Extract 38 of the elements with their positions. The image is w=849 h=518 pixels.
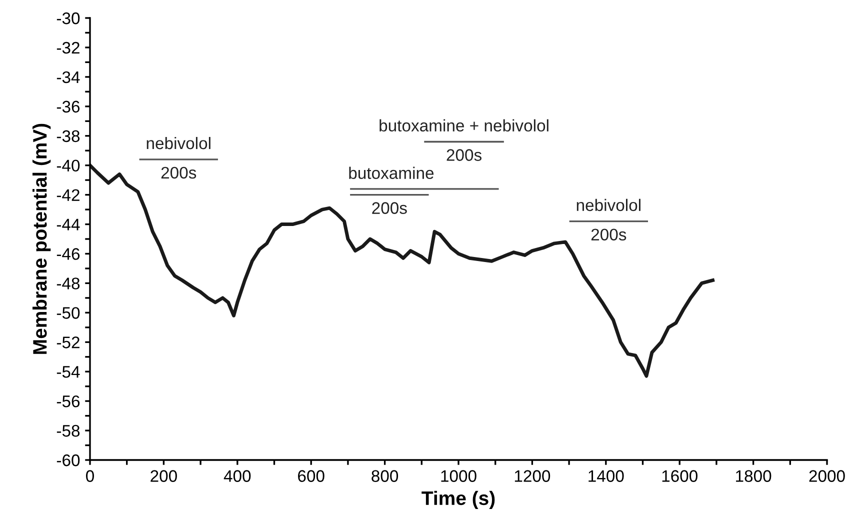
x-tick-label: 1000 bbox=[441, 470, 476, 482]
annotation: 200s bbox=[446, 149, 482, 161]
annotation: 200s bbox=[591, 228, 626, 241]
y-tick-label: -60 bbox=[56, 454, 80, 466]
y-tick-label: -32 bbox=[56, 42, 80, 54]
annotation: nebivolol bbox=[576, 198, 640, 212]
annotation: butoxamine bbox=[349, 166, 434, 180]
y-tick-label: -52 bbox=[56, 336, 80, 348]
y-tick-label: -46 bbox=[56, 248, 80, 260]
y-tick-label: -58 bbox=[56, 424, 80, 437]
y-tick-label: -38 bbox=[56, 130, 80, 142]
x-tick-label: 400 bbox=[224, 470, 251, 482]
y-tick-label: -48 bbox=[56, 278, 80, 290]
x-tick-label: 2000 bbox=[809, 470, 845, 482]
y-tick-label: -50 bbox=[56, 307, 80, 319]
annotation: 200s bbox=[372, 202, 407, 214]
y-tick-label: -54 bbox=[56, 366, 80, 378]
x-tick-label: 1200 bbox=[514, 470, 550, 482]
y-tick-label: -40 bbox=[56, 160, 80, 172]
x-tick-label: 200 bbox=[150, 470, 177, 482]
y-tick-label: -36 bbox=[56, 100, 80, 113]
annotation: butoxamine + nebivolol bbox=[380, 119, 548, 132]
y-tick-label: -56 bbox=[56, 395, 80, 408]
line-series bbox=[90, 164, 714, 378]
y-tick-label: -30 bbox=[56, 12, 80, 24]
y-tick-label: -44 bbox=[56, 218, 80, 230]
x-tick-label: 600 bbox=[298, 470, 324, 482]
y-tick-label: -42 bbox=[56, 189, 80, 201]
y-axis-title: Membrane potential (mV) bbox=[32, 124, 51, 354]
y-tick-label: -34 bbox=[56, 71, 80, 84]
x-tick-label: 1400 bbox=[588, 470, 624, 482]
x-axis-title: Time (s) bbox=[422, 490, 495, 509]
x-tick-label: 1800 bbox=[736, 470, 772, 482]
x-tick-label: 0 bbox=[86, 470, 94, 482]
annotation: nebivolol bbox=[146, 136, 210, 150]
annotation: 200s bbox=[161, 166, 196, 179]
x-tick-label: 1600 bbox=[662, 470, 698, 482]
x-tick-label: 800 bbox=[372, 470, 398, 482]
